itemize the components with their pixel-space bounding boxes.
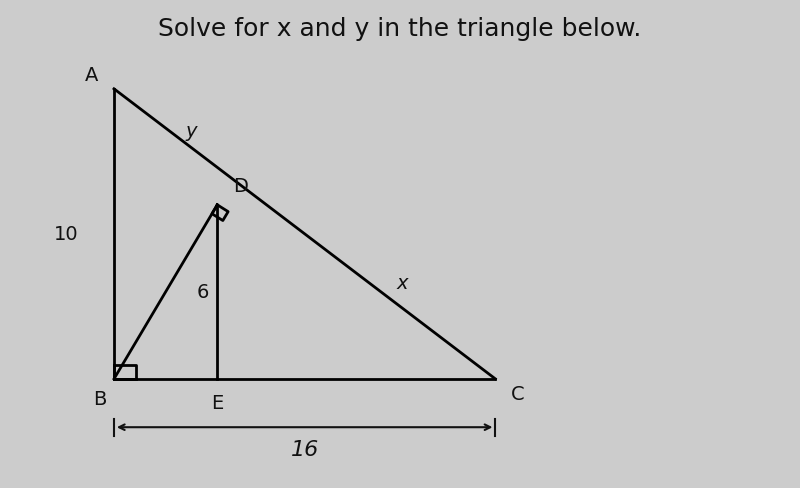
Text: D: D: [233, 177, 248, 196]
Text: A: A: [85, 66, 98, 85]
Text: Solve for x and y in the triangle below.: Solve for x and y in the triangle below.: [158, 17, 642, 41]
Text: y: y: [186, 122, 197, 140]
Text: C: C: [511, 384, 525, 403]
Text: 10: 10: [54, 225, 78, 244]
Text: E: E: [211, 393, 223, 412]
Text: B: B: [93, 389, 106, 407]
Text: x: x: [396, 273, 407, 292]
Text: 6: 6: [197, 283, 210, 302]
Text: 16: 16: [290, 439, 318, 459]
